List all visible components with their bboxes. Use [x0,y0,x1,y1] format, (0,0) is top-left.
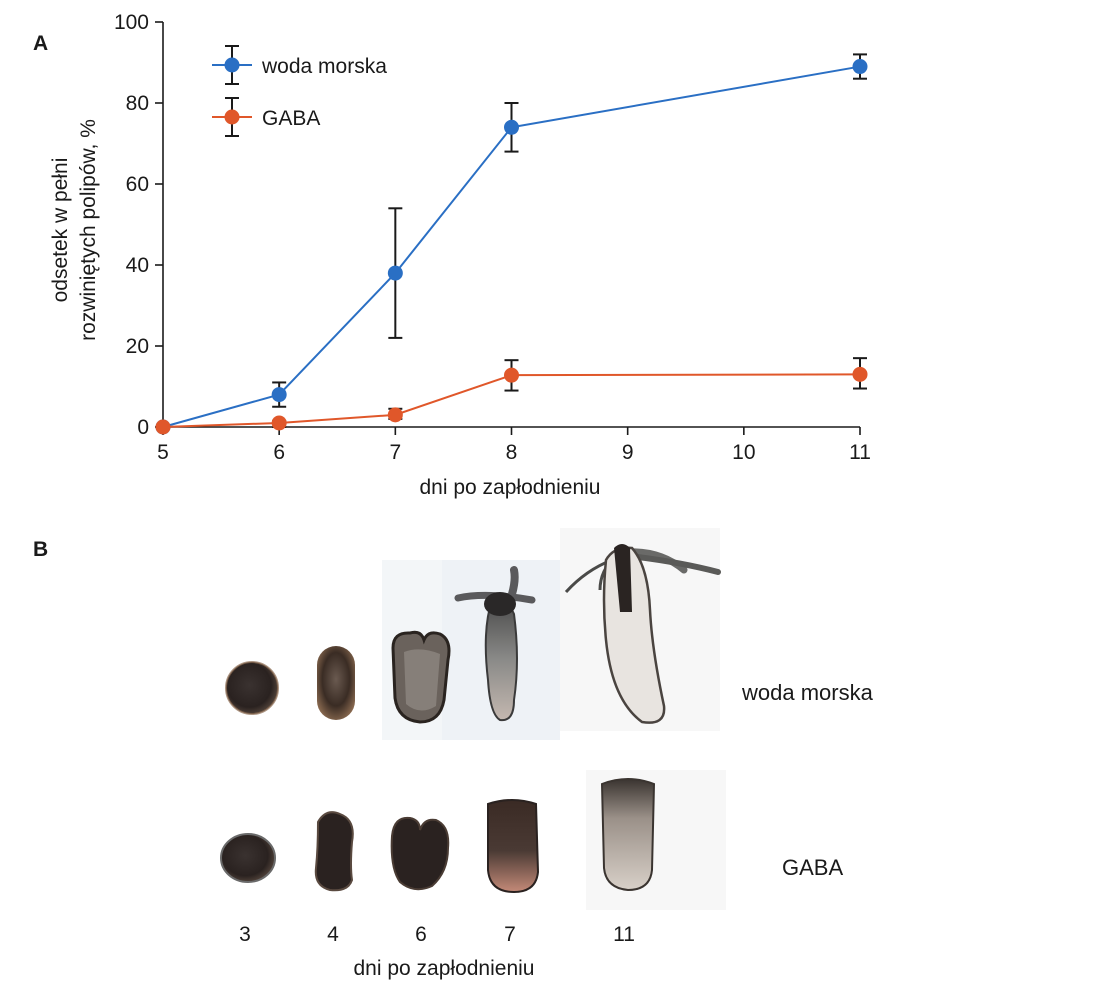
y-axis-title: odsetek w pełni rozwiniętych polipów, % [49,119,100,341]
panel-a-label: A [33,32,48,55]
y-tick-label-100: 100 [114,11,149,34]
y-tick-label-20: 20 [126,335,149,358]
data-point-1-2 [387,407,403,423]
panel-b-label: B [33,538,48,561]
panel-b-images: woda morska GABA 3 4 6 7 11 dni po zapło… [220,528,874,980]
x-tick-label-5: 5 [157,441,169,464]
day-label-3: 3 [239,923,251,946]
x-tick-label-6: 6 [273,441,285,464]
legend-label-1: GABA [262,107,320,130]
panel-b-x-axis-title: dni po zapłodnieniu [354,957,535,980]
data-point-1-1 [271,415,287,431]
polyp-seawater-day7 [454,566,536,722]
y-tick-label-40: 40 [126,254,149,277]
y-axis-ticks: 0 20 40 60 80 100 [114,11,163,439]
line-chart: 0 20 40 60 80 100 5 6 7 8 9 10 11 dni po zapłodnien… [49,11,871,499]
data-point-1-3 [504,367,519,383]
day-label-6: 6 [415,923,427,946]
day-label-7: 7 [504,923,516,946]
legend-marker-1 [224,109,240,125]
polyp-seawater-day11 [564,544,721,724]
y-tick-label-80: 80 [126,92,149,115]
data-point-0-2 [387,265,403,281]
y-axis-title-line-2: rozwiniętych polipów, % [77,119,100,341]
embryo-seawater-day3 [225,661,279,715]
legend-label-0: woda morska [261,55,387,78]
day-label-11: 11 [613,923,635,946]
x-tick-label-8: 8 [506,441,518,464]
embryo-gaba-day3 [220,833,276,883]
y-tick-label-60: 60 [126,173,149,196]
row-label-gaba: GABA [782,855,843,880]
x-tick-label-9: 9 [622,441,634,464]
x-tick-label-7: 7 [389,441,401,464]
x-axis-title: dni po zapłodnieniu [420,476,601,499]
polyp-gaba-day11 [600,778,656,892]
polyp-gaba-day7 [487,799,540,894]
y-tick-label-0: 0 [137,416,149,439]
x-tick-label-10: 10 [732,441,755,464]
legend: woda morska GABA [212,45,387,137]
row-label-seawater: woda morska [741,680,874,705]
embryo-gaba-day4 [314,811,354,892]
day-label-4: 4 [327,923,339,946]
data-point-0-1 [271,387,287,403]
x-tick-label-11: 11 [849,441,871,464]
y-axis-title-line-1: odsetek w pełni [49,158,72,303]
legend-marker-0 [224,57,240,73]
data-point-0-3 [504,119,519,135]
embryo-seawater-day4 [317,646,355,720]
x-axis-ticks: 5 6 7 8 9 10 11 [157,427,871,464]
data-point-0-4 [852,59,868,75]
series-layer [155,53,868,435]
data-point-1-4 [852,366,868,382]
embryo-seawater-day6 [391,630,451,724]
data-point-1-0 [155,419,171,435]
embryo-gaba-day6 [390,816,450,891]
